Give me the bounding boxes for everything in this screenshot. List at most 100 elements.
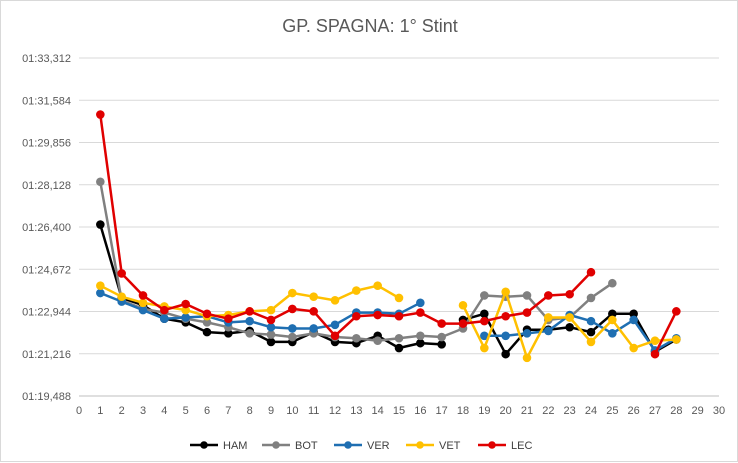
data-point	[288, 324, 297, 333]
data-point	[629, 343, 638, 353]
data-point	[373, 336, 382, 345]
data-point	[373, 310, 382, 320]
y-tick-label: 01:22,944	[22, 307, 71, 319]
legend-swatch-marker	[416, 441, 424, 449]
x-tick-label: 13	[350, 405, 362, 417]
x-tick-label: 12	[329, 405, 341, 417]
chart-title: GP. SPAGNA: 1° Stint	[282, 16, 458, 36]
y-tick-label: 01:26,400	[22, 222, 71, 234]
legend-item-lec: LEC	[478, 440, 532, 452]
data-point	[544, 326, 553, 336]
data-point	[288, 304, 297, 314]
x-tick-label: 15	[393, 405, 405, 417]
x-tick-label: 21	[521, 405, 533, 417]
y-tick-label: 01:24,672	[22, 264, 71, 276]
data-point	[138, 305, 148, 315]
x-tick-label: 11	[308, 405, 319, 417]
data-point	[501, 331, 510, 341]
series-line	[653, 310, 678, 355]
data-point	[501, 287, 510, 297]
data-point	[480, 343, 489, 353]
data-point	[650, 349, 660, 359]
data-point	[373, 281, 382, 290]
legend-label: BOT	[295, 440, 318, 452]
data-point	[309, 307, 318, 316]
legend-swatch-marker	[344, 441, 352, 449]
series-lines	[96, 110, 681, 363]
x-tick-label: 29	[692, 405, 704, 417]
data-point	[330, 320, 340, 330]
data-point	[309, 292, 318, 301]
y-tick-label: 01:31,584	[22, 95, 71, 107]
data-point	[544, 313, 553, 322]
data-point	[96, 110, 105, 119]
data-point	[586, 267, 596, 277]
x-tick-label: 23	[564, 405, 576, 417]
data-point	[437, 340, 446, 349]
axes: 01:33,312 01:31,584 01:29,856 01:28,128 01:2…	[22, 53, 725, 417]
x-tick-label: 14	[372, 405, 384, 417]
data-point	[522, 353, 532, 363]
data-point	[608, 278, 617, 288]
data-point	[202, 327, 212, 337]
legend-label: VER	[367, 440, 390, 452]
legend-item-bot: BOT	[262, 440, 318, 452]
data-point	[416, 331, 425, 341]
legend-item-vet: VET	[406, 440, 461, 452]
data-point	[522, 308, 532, 317]
data-point	[608, 315, 617, 325]
data-point	[629, 315, 638, 325]
x-tick-label: 9	[268, 405, 274, 417]
data-point	[672, 307, 681, 316]
data-point	[565, 313, 574, 322]
data-point	[586, 293, 596, 303]
data-point	[202, 309, 212, 319]
data-point	[160, 314, 169, 323]
data-point	[416, 338, 425, 348]
legend-swatch-marker	[272, 441, 280, 449]
data-point	[224, 314, 233, 323]
data-point	[309, 324, 318, 333]
x-tick-label: 20	[500, 405, 512, 417]
data-point	[501, 311, 510, 321]
data-point	[480, 309, 489, 319]
legend-label: HAM	[223, 440, 247, 452]
legend-swatch-marker	[488, 441, 496, 449]
series-line	[99, 114, 592, 338]
data-point	[565, 289, 574, 299]
legend-label: LEC	[511, 440, 532, 452]
data-point	[266, 315, 276, 325]
data-point	[544, 291, 553, 300]
x-tick-label: 3	[140, 405, 146, 417]
data-point	[245, 307, 254, 316]
data-point	[181, 299, 190, 309]
data-point	[416, 308, 425, 317]
data-point	[416, 298, 425, 308]
x-tick-label: 8	[247, 405, 253, 417]
x-tick-label: 24	[585, 405, 597, 417]
data-point	[437, 319, 446, 328]
x-tick-label: 19	[478, 405, 490, 417]
data-point	[522, 291, 532, 300]
data-point	[117, 269, 126, 278]
data-point	[650, 336, 660, 345]
legend-item-ham: HAM	[190, 440, 247, 452]
x-tick-label: 27	[649, 405, 661, 417]
x-tick-label: 4	[161, 405, 167, 417]
y-tick-label: 01:29,856	[22, 138, 71, 150]
x-tick-label: 7	[225, 405, 231, 417]
data-point	[352, 333, 361, 343]
data-point	[117, 292, 126, 301]
x-tick-label: 1	[97, 405, 103, 417]
x-tick-label: 30	[713, 405, 725, 417]
legend-label: VET	[439, 440, 461, 452]
data-point	[266, 322, 276, 332]
data-point	[522, 329, 532, 338]
y-tick-label: 01:33,312	[22, 53, 71, 65]
y-tick-label: 01:28,128	[22, 180, 71, 192]
data-point	[330, 296, 340, 305]
legend-item-ver: VER	[334, 440, 390, 452]
y-tick-label: 01:21,216	[22, 349, 71, 361]
